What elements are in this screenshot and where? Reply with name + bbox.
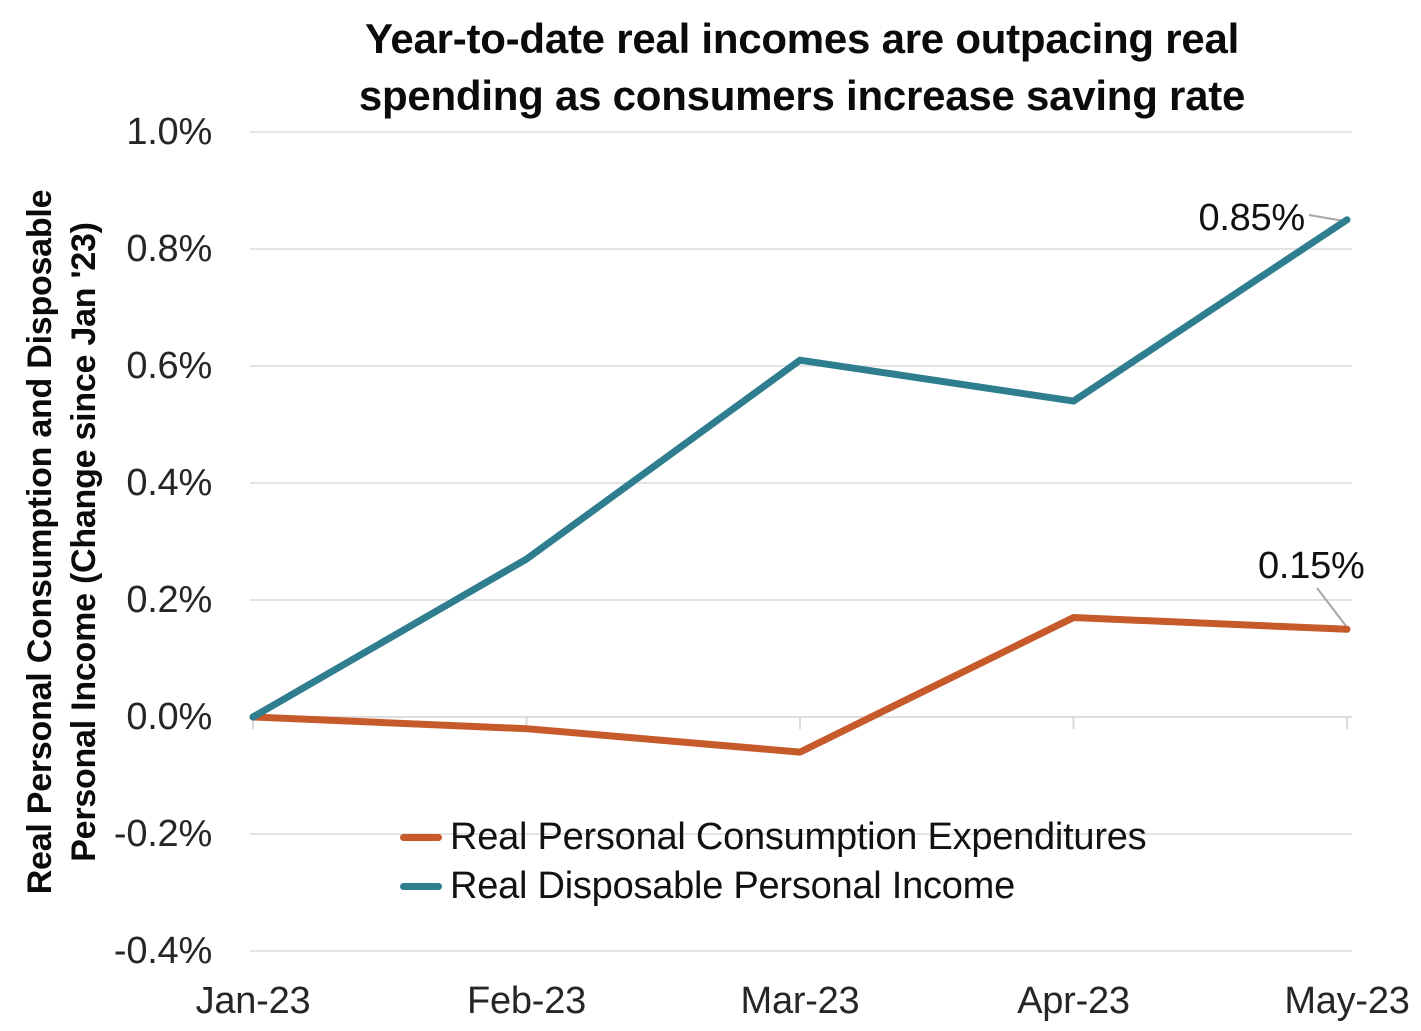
y-tick-label: 0.0% xyxy=(126,696,212,738)
y-tick-label: 0.6% xyxy=(126,345,212,387)
y-tick-label: 1.0% xyxy=(126,111,212,153)
x-tick-label: May-23 xyxy=(1284,980,1410,1022)
x-tick-label: Mar-23 xyxy=(740,980,860,1022)
legend-label: Real Disposable Personal Income xyxy=(450,865,1015,907)
legend-swatch xyxy=(400,834,442,841)
legend-item: Real Disposable Personal Income xyxy=(400,862,1146,911)
legend-label: Real Personal Consumption Expenditures xyxy=(450,816,1147,858)
chart-title: Year-to-date real incomes are outpacing … xyxy=(202,10,1402,124)
x-tick-label: Jan-23 xyxy=(195,980,311,1022)
x-tick-label: Apr-23 xyxy=(1017,980,1130,1022)
y-tick-label: 0.2% xyxy=(126,579,212,621)
annotation-value: 0.15% xyxy=(1258,545,1365,587)
y-tick-label: 0.8% xyxy=(126,228,212,270)
y-tick-label: -0.4% xyxy=(113,930,212,972)
y-tick-label: 0.4% xyxy=(126,462,212,504)
series-line xyxy=(249,216,1351,721)
series-line xyxy=(249,614,1351,756)
annotation-leader-line xyxy=(1316,587,1347,627)
legend-item: Real Personal Consumption Expenditures xyxy=(400,813,1147,862)
chart-title-line2: spending as consumers increase saving ra… xyxy=(358,72,1246,120)
annotation-leader-line xyxy=(1308,214,1345,222)
annotation-value: 0.85% xyxy=(1198,197,1305,239)
chart-title-line1: Year-to-date real incomes are outpacing … xyxy=(364,15,1240,62)
legend-swatch xyxy=(400,883,442,890)
y-tick-label: -0.2% xyxy=(113,813,212,855)
legend: Real Personal Consumption Expenditures Re… xyxy=(400,813,1147,911)
x-tick-label: Feb-23 xyxy=(467,980,586,1022)
